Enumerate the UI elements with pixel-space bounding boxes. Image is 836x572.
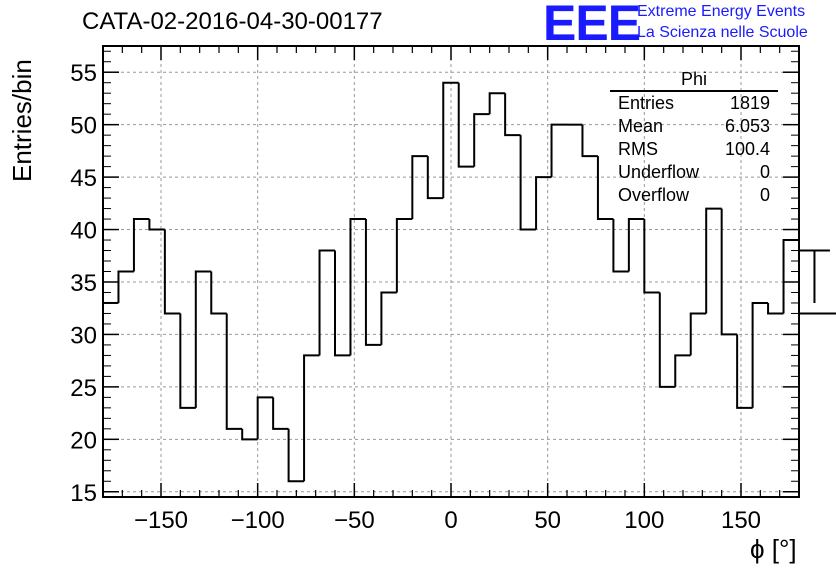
grid-lines [103, 46, 799, 497]
histogram-bin [241, 428, 258, 441]
stats-box-title: Phi [610, 68, 778, 92]
histogram-bin [535, 176, 552, 230]
histogram-bin [179, 313, 196, 409]
histogram-bin [349, 218, 366, 356]
y-tick-label: 15 [70, 480, 97, 507]
y-tick-label: 55 [70, 60, 97, 87]
histogram-bin [194, 270, 212, 408]
histogram-bin [488, 92, 506, 115]
histogram-bin [148, 219, 165, 231]
histogram-bin [225, 313, 243, 430]
histogram-bin [334, 250, 351, 357]
histogram-bin [287, 428, 305, 483]
stats-value: 1819 [729, 93, 770, 113]
histogram-bin [736, 334, 753, 409]
y-tick-label: 25 [70, 375, 97, 402]
histogram-bin [643, 219, 660, 294]
stats-value: 100.4 [724, 139, 770, 159]
histogram-bin [799, 312, 836, 315]
stats-row-overflow: Overflow 0 [610, 184, 778, 207]
histogram-bin [612, 219, 629, 273]
histogram-bin [658, 292, 676, 388]
histogram-bin [799, 249, 816, 303]
y-tick-label: 40 [70, 218, 97, 245]
x-tick-label: 100 [624, 507, 664, 534]
logo-line-2: La Scienza nelle Scuole [637, 24, 808, 41]
histogram-bin [519, 135, 537, 231]
histogram-bin [132, 218, 150, 272]
histogram-bin [627, 218, 645, 272]
histogram-bins [103, 81, 836, 483]
histogram-bin [473, 113, 490, 167]
y-tick-label: 50 [70, 113, 97, 140]
histogram-bin [395, 218, 413, 293]
histogram-bin [581, 124, 598, 158]
histogram-bin [720, 208, 738, 336]
histogram-bin [674, 354, 691, 387]
stats-label: Underflow [618, 162, 700, 182]
eee-logo: EEE [543, 0, 641, 51]
stats-row-entries: Entries 1819 [610, 92, 778, 115]
histogram-bin [163, 229, 181, 315]
histogram-bin [442, 81, 459, 199]
axis-tick-labels: −150 −100 −50 0 50 100 150 15 20 25 30 35 40 45 50 55 [70, 60, 761, 534]
x-tick-label: −150 [134, 507, 188, 534]
histogram-bin [504, 93, 521, 137]
histogram-bin [364, 219, 382, 346]
stats-box: Phi Entries 1819 Mean 6.053 RMS 100.4 Un… [610, 68, 778, 207]
stats-label: Overflow [618, 185, 690, 205]
stats-row-mean: Mean 6.053 [610, 115, 778, 138]
histogram-bin [782, 239, 799, 314]
histogram-bin [751, 301, 769, 408]
x-tick-label: 150 [721, 507, 761, 534]
stats-value: 6.053 [724, 116, 770, 136]
axis-ticks [102, 46, 800, 497]
stats-row-rms: RMS 100.4 [610, 138, 778, 161]
stats-label: RMS [618, 139, 658, 159]
histogram-bin [256, 396, 274, 440]
chart-title: CATA-02-2016-04-30-00177 [82, 8, 383, 35]
y-axis-label: Entries/bin [7, 59, 37, 182]
histogram-bin [457, 82, 475, 168]
stats-value: 0 [759, 162, 770, 182]
logo-line-1: Extreme Energy Events [637, 3, 806, 20]
histogram-bin [117, 270, 134, 303]
histogram-bin [705, 207, 722, 314]
histogram-bin [303, 354, 320, 482]
histogram-bin [318, 249, 335, 356]
histogram-bin [426, 156, 444, 200]
histogram-bin [411, 155, 428, 220]
stats-label: Entries [618, 93, 675, 113]
x-tick-label: −100 [231, 507, 285, 534]
y-tick-label: 30 [70, 322, 97, 349]
x-tick-label: 50 [534, 507, 561, 534]
y-tick-label: 20 [70, 427, 97, 454]
stats-row-underflow: Underflow 0 [610, 161, 778, 184]
histogram-bin [380, 291, 397, 345]
y-tick-label: 35 [70, 270, 97, 297]
y-tick-label: 45 [70, 165, 97, 192]
histogram-bin [272, 397, 289, 430]
x-tick-label: −50 [334, 507, 375, 534]
stats-label: Mean [618, 116, 664, 136]
histogram-bin [596, 156, 614, 221]
histogram-bin [550, 123, 567, 178]
x-tick-label: 0 [444, 507, 457, 534]
histogram-bin [767, 302, 784, 315]
stats-value: 0 [759, 185, 770, 205]
histogram-bin [210, 271, 227, 315]
x-axis-label: ϕ [°] [750, 534, 797, 564]
histogram-bin [689, 312, 707, 356]
